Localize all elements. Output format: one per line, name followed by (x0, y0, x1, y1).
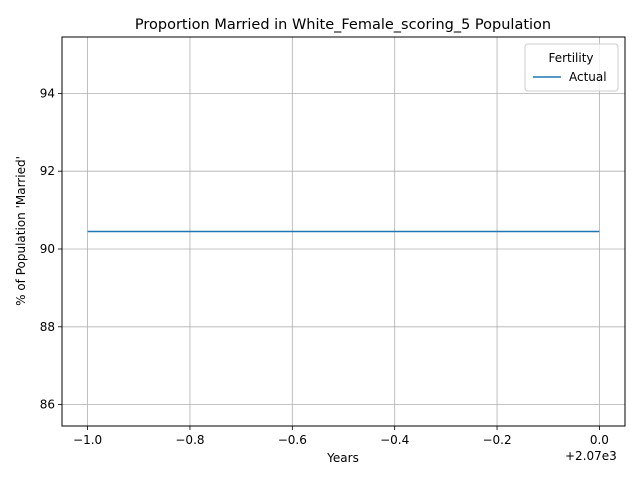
y-axis-label: % of Population 'Married' (14, 156, 28, 306)
y-tick-label: 92 (40, 164, 55, 178)
y-tick-label: 88 (40, 320, 55, 334)
x-tick-label: −0.4 (380, 433, 409, 447)
chart-title: Proportion Married in White_Female_scori… (135, 17, 551, 33)
x-tick-label: −0.2 (482, 433, 511, 447)
y-gridlines (62, 93, 625, 406)
x-axis-ticks: −1.0 −0.8 −0.6 −0.4 −0.2 0.0 (73, 426, 609, 447)
x-axis-offset-label: +2.07e3 (565, 449, 617, 463)
y-tick-label: 90 (40, 242, 55, 256)
x-tick-label: −0.8 (175, 433, 204, 447)
legend-title: Fertility (548, 51, 593, 65)
legend-label-actual: Actual (569, 70, 607, 84)
legend: Fertility Actual (524, 43, 619, 92)
x-axis-label: Years (326, 451, 359, 465)
y-tick-label: 94 (40, 86, 55, 100)
y-axis-ticks: 86 88 90 92 94 (40, 86, 62, 412)
x-tick-label: 0.0 (590, 433, 609, 447)
y-tick-label: 86 (40, 398, 55, 412)
x-tick-label: −1.0 (73, 433, 102, 447)
x-tick-label: −0.6 (278, 433, 307, 447)
plot-frame (61, 36, 626, 427)
legend-box (524, 43, 619, 92)
